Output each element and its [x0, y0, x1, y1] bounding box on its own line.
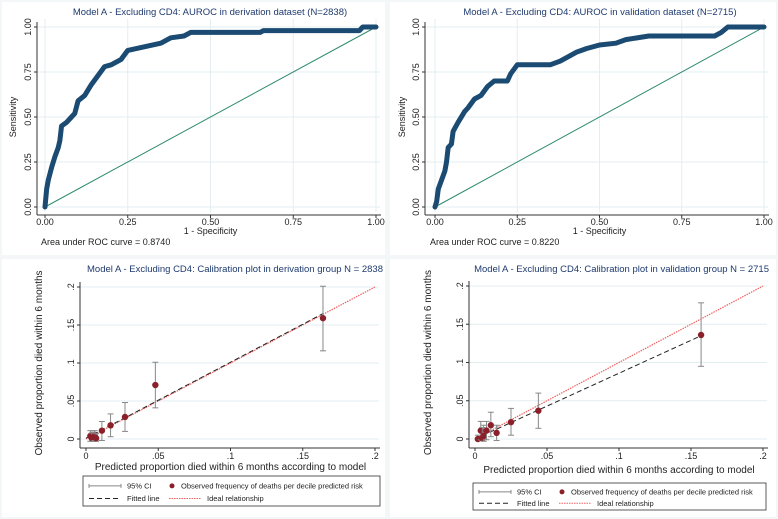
data-point [493, 429, 500, 437]
x-tick-label: 0.00 [426, 217, 444, 227]
y-tick-label: 0.50 [411, 108, 421, 126]
legend-points-label: Observed frequency of deaths per decile … [571, 487, 753, 496]
y-tick-label: 0.50 [23, 108, 33, 126]
panel-bg-2 [390, 2, 776, 255]
y-axis-label: Observed proportion died within 6 months [34, 270, 45, 455]
legend-ci-label: 95% CI [127, 481, 152, 490]
roc-curve [432, 24, 767, 210]
x-tick-label: 0.75 [673, 217, 691, 227]
data-point [507, 418, 515, 426]
data-point [480, 432, 487, 440]
legend: 95% CI Observed frequency of deaths per d… [82, 475, 381, 507]
chart-title: Model A - Excluding CD4: AUROC in valida… [463, 7, 736, 18]
auc-note: Area under ROC curve = 0.8220 [430, 237, 559, 247]
x-tick-label: 0 [472, 451, 477, 461]
x-tick-label: .15 [685, 451, 698, 461]
x-tick-label: 0.50 [591, 217, 609, 227]
y-tick-label: .1 [66, 359, 76, 367]
y-tick-label: 1.00 [23, 18, 33, 36]
data-point [152, 381, 159, 389]
y-tick-label: 0.75 [23, 63, 33, 81]
legend-fitted-label: Fitted line [127, 494, 160, 503]
y-tick-label: .1 [455, 359, 465, 367]
legend-ideal-label: Ideal relationship [207, 494, 264, 503]
x-tick-label: 0.00 [36, 217, 54, 227]
data-point [107, 422, 114, 429]
chart-title: Model A - Excluding CD4: Calibration plo… [87, 264, 383, 275]
data-point [98, 427, 106, 434]
y-axis-label: Observed proportion died within 6 months [423, 270, 434, 455]
y-tick-label: .15 [66, 319, 76, 332]
x-tick-label: .05 [152, 451, 165, 461]
y-tick-label: .05 [455, 394, 465, 407]
reference-line [44, 26, 377, 208]
y-tick-label: .2 [455, 282, 465, 290]
x-tick-label: .05 [541, 451, 554, 461]
panel-bg-4 [390, 259, 776, 517]
legend-box [82, 475, 381, 507]
x-axis-label: 1 - Specificity [573, 226, 627, 236]
ideal-line [474, 285, 764, 440]
y-axis-label: Sensitivity [397, 96, 407, 137]
legend-point-symbol [559, 489, 565, 495]
legend-ci-label: 95% CI [517, 487, 542, 496]
data-point [483, 427, 490, 434]
x-tick-label: 0.50 [202, 217, 220, 227]
data-point [697, 331, 705, 339]
y-tick-label: 0 [66, 436, 76, 441]
x-axis-label: 1 - Specificity [184, 226, 238, 236]
panel-bg-1 [2, 2, 385, 255]
chart-title: Model A - Excluding CD4: Calibration plo… [474, 264, 769, 275]
x-tick-label: .2 [371, 451, 379, 461]
y-tick-label: 0.00 [411, 198, 421, 216]
x-tick-label: 0 [83, 451, 88, 461]
data-point [121, 413, 129, 421]
data-point [319, 314, 327, 322]
data-point [92, 435, 100, 442]
y-tick-label: 0.75 [411, 63, 421, 81]
legend: 95% CI Observed frequency of deaths per d… [472, 482, 767, 511]
y-tick-label: 0.25 [411, 153, 421, 171]
x-tick-label: .2 [759, 451, 767, 461]
legend-points-label: Observed frequency of deaths per decile … [181, 481, 363, 490]
panel-4: 0 .05 .1 .15 .2 0 .05 .1 .15 .2 Model A - Excludin… [423, 264, 769, 511]
x-tick-label: .15 [296, 451, 309, 461]
reference-line [434, 26, 765, 208]
panel-bg-3 [2, 259, 385, 517]
data-point [535, 407, 542, 414]
x-tick-label: 1.00 [755, 217, 773, 227]
ideal-line [85, 286, 376, 440]
y-tick-label: 0.00 [23, 198, 33, 216]
x-tick-label: 0.75 [284, 217, 302, 227]
x-tick-label: .1 [615, 451, 623, 461]
data-point [487, 422, 495, 429]
x-axis-label: Predicted proportion died within 6 month… [95, 462, 366, 473]
x-axis-label: Predicted proportion died within 6 month… [483, 465, 754, 476]
y-tick-label: 1.00 [411, 18, 421, 36]
y-axis-label: Sensitivity [8, 96, 18, 137]
x-tick-label: 1.00 [367, 217, 385, 227]
legend-box [472, 482, 767, 511]
legend-fitted-label: Fitted line [517, 499, 550, 508]
panel-1: 0.00 0.25 0.50 0.75 1.00 0.00 0.25 0.50 0.75 1.00… [8, 7, 385, 247]
y-tick-label: .05 [66, 395, 76, 408]
legend-ideal-label: Ideal relationship [597, 499, 654, 508]
roc-curve [42, 24, 379, 210]
chart-title: Model A - Excluding CD4: AUROC in deriva… [73, 7, 347, 18]
panel-3: 0 .05 .1 .15 .2 0 .05 .1 .15 .2 Model A - Excludin… [34, 264, 383, 507]
legend-point-symbol [169, 483, 175, 489]
auc-note: Area under ROC curve = 0.8740 [41, 237, 170, 247]
panel-2: 0.00 0.25 0.50 0.75 1.00 0.00 0.25 0.50 0.75 1.00… [397, 7, 773, 247]
x-tick-label: 0.25 [119, 217, 137, 227]
y-tick-label: 0.25 [23, 153, 33, 171]
y-tick-label: .2 [66, 283, 76, 291]
x-tick-label: .1 [227, 451, 235, 461]
x-tick-label: 0.25 [508, 217, 526, 227]
y-tick-label: .15 [455, 318, 465, 331]
y-tick-label: 0 [455, 436, 465, 441]
